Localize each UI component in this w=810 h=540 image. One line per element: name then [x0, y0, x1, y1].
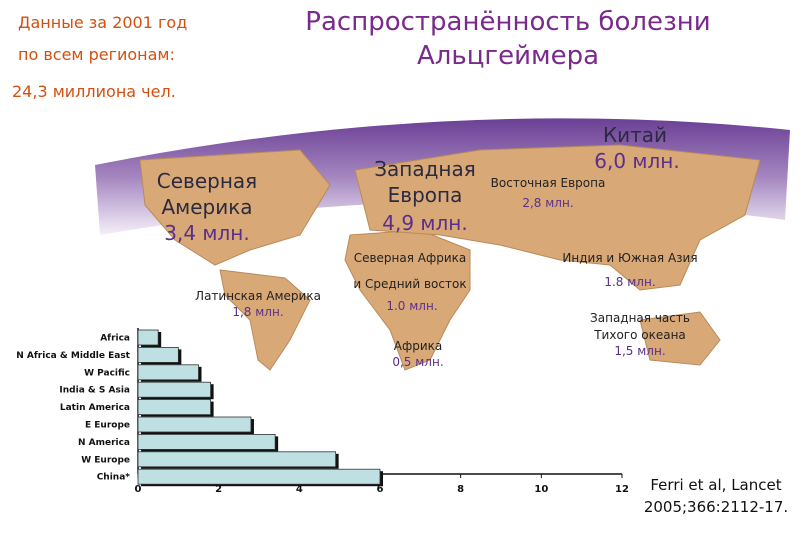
map-label: Китай	[603, 123, 667, 147]
map-label: Восточная Европа	[491, 176, 606, 190]
y-tick-label: Latin America	[60, 403, 130, 413]
x-tick-label: 6	[377, 484, 384, 495]
y-tick-label: N America	[78, 438, 130, 448]
x-tick-label: 12	[615, 484, 629, 495]
bar	[137, 381, 211, 398]
bar	[137, 468, 381, 485]
map-label: Западная	[374, 157, 476, 181]
y-tick-label: N Africa & Middle East	[16, 351, 130, 361]
y-tick-label: E Europe	[85, 421, 130, 431]
map-label: 4,9 млн.	[382, 211, 467, 235]
title: Альцгеймера	[417, 41, 599, 71]
header-line: по всем регионам:	[18, 45, 175, 64]
x-tick-label: 10	[534, 484, 548, 495]
header-line: Данные за 2001 год	[18, 13, 187, 32]
x-tick-label: 4	[296, 484, 303, 495]
map-label: Европа	[388, 183, 463, 207]
bar	[137, 399, 211, 416]
map-label: Западная часть	[590, 311, 690, 325]
x-tick-label: 0	[135, 484, 142, 495]
bar	[137, 346, 179, 363]
map-label: Тихого океана	[593, 328, 686, 342]
map-label: и Средний восток	[353, 277, 466, 291]
map-label: Америка	[161, 195, 252, 219]
citation: 2005;366:2112-17.	[644, 498, 788, 516]
bar	[137, 329, 159, 346]
y-tick-label: India & S Asia	[59, 386, 130, 396]
x-tick-label: 8	[457, 484, 464, 495]
map-label: 3,4 млн.	[164, 221, 249, 245]
y-tick-label: W Pacific	[84, 368, 130, 378]
title: Распространённость болезни	[305, 7, 710, 37]
header-line: 24,3 миллиона чел.	[12, 82, 176, 101]
map-label: Северная Африка	[354, 251, 467, 265]
map-label: 1.0 млн.	[386, 299, 437, 313]
map-label: 1,5 млн.	[614, 344, 665, 358]
map-label: Латинская Америка	[195, 289, 321, 303]
y-tick-label: Africa	[100, 334, 130, 344]
bar	[137, 451, 337, 468]
bar	[137, 416, 252, 433]
map	[95, 118, 790, 371]
bar	[137, 433, 276, 450]
y-tick-label: China*	[97, 473, 131, 483]
bar	[137, 364, 199, 381]
map-label: Африка	[394, 339, 443, 353]
map-label: 1.8 млн.	[604, 275, 655, 289]
map-label: 6,0 млн.	[594, 149, 679, 173]
citation: Ferri et al, Lancet	[650, 476, 781, 494]
map-label: Индия и Южная Азия	[562, 251, 697, 265]
map-label: 0,5 млн.	[392, 355, 443, 369]
y-tick-label: W Europe	[81, 455, 130, 465]
map-label: 1,8 млн.	[232, 305, 283, 319]
map-label: Северная	[157, 169, 257, 193]
x-tick-label: 2	[215, 484, 222, 495]
map-label: 2,8 млн.	[522, 196, 573, 210]
